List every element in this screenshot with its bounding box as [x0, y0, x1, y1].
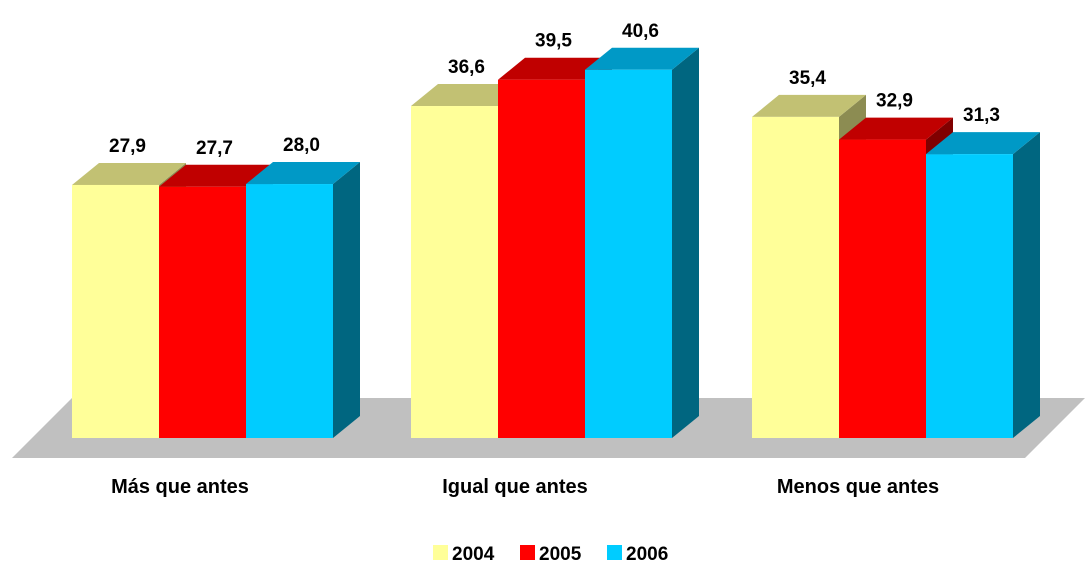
bar-front-2004-2 — [752, 116, 839, 438]
bar-top-2004-0 — [72, 162, 186, 185]
category-label-mas: Más que antes — [111, 476, 249, 498]
bar-top-2006-1 — [585, 47, 699, 70]
value-labels-group: 27,9 27,7 28,0 36,6 39,5 40,6 35,4 32,9 31,3 — [109, 21, 1000, 159]
data-label-2006-1: 40,6 — [622, 21, 659, 42]
bar-top-2006-0 — [246, 162, 360, 185]
bar-top-2004-2 — [752, 94, 866, 117]
bar-front-2004-0 — [72, 184, 159, 438]
data-label-2004-0: 27,9 — [109, 136, 146, 157]
category-label-menos: Menos que antes — [777, 476, 939, 498]
legend-swatch-2004 — [433, 545, 448, 560]
legend-swatch-2005 — [520, 545, 535, 560]
bar-2006-1 — [585, 47, 699, 439]
bar-front-2004-1 — [411, 106, 498, 439]
bar-front-2005-1 — [498, 79, 585, 439]
bar-2006-2 — [926, 132, 1040, 438]
bar-top-2006-2 — [926, 132, 1040, 155]
bar-side-2006-1 — [672, 47, 699, 439]
bar-front-2006-1 — [585, 69, 672, 439]
bar-top-2005-2 — [839, 117, 953, 140]
bar-front-2005-0 — [159, 186, 246, 438]
data-label-2005-2: 32,9 — [876, 91, 913, 112]
data-label-2005-0: 27,7 — [196, 138, 233, 159]
legend-label-2005: 2005 — [539, 544, 582, 565]
legend-swatch-2006 — [607, 545, 622, 560]
data-label-2006-0: 28,0 — [283, 135, 320, 156]
category-label-igual: Igual que antes — [442, 476, 588, 498]
bar-top-2005-0 — [159, 164, 273, 187]
bar-2005-1 — [498, 57, 612, 439]
legend-label-2006: 2006 — [626, 544, 668, 565]
data-label-2004-1: 36,6 — [448, 57, 485, 78]
bar-top-2004-1 — [411, 84, 525, 107]
bar-side-2006-0 — [333, 162, 360, 439]
bars-group — [72, 47, 1040, 439]
data-label-2005-1: 39,5 — [535, 31, 572, 52]
bar-front-2006-0 — [246, 184, 333, 438]
bar-top-2005-1 — [498, 57, 612, 80]
legend-label-2004: 2004 — [452, 544, 495, 565]
bar-side-2006-2 — [1013, 132, 1040, 438]
data-label-2006-2: 31,3 — [963, 105, 1000, 126]
bar-front-2006-2 — [926, 154, 1013, 438]
bar-2006-0 — [246, 162, 360, 439]
category-axis: Más que antes Igual que antes Menos que … — [111, 476, 939, 498]
legend: 2004 2005 2006 — [433, 544, 668, 565]
bar-front-2005-2 — [839, 139, 926, 439]
data-label-2004-2: 35,4 — [789, 68, 826, 89]
